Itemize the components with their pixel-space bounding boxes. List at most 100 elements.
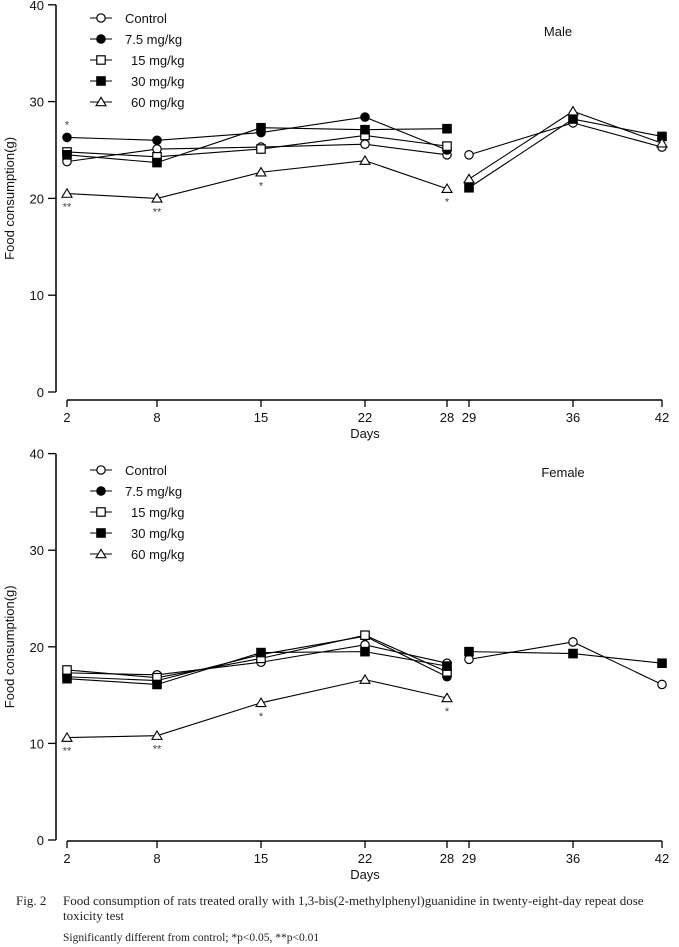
series-30-mg-kg [62,114,667,193]
significance-marker: * [445,706,450,718]
x-tick-label: 8 [153,410,160,425]
data-point [568,648,578,659]
data-point [152,135,162,146]
data-point [360,139,370,149]
data-point [657,658,667,669]
data-point [360,646,370,657]
data-point [359,154,371,165]
y-tick-label: 20 [30,640,44,655]
series-line [468,118,663,189]
data-point [151,729,163,740]
legend-label: 60 mg/kg [131,547,184,562]
y-axis-title: Food consumption(g) [2,137,17,260]
y-tick-label: 0 [37,385,44,400]
legend-label: 7.5 mg/kg [125,484,182,499]
legend-item: 7.5 mg/kg [90,32,182,47]
data-point [256,647,266,658]
legend-label: 30 mg/kg [131,74,184,89]
legend-marker [96,507,106,517]
legend-item: Control [90,11,167,26]
legend-marker [96,55,106,65]
data-point [62,132,72,143]
x-axis-title: Days [350,867,380,882]
legend: Control 7.5 mg/kg 15 mg/kg 30 mg/kg 60 mg/kg [90,11,184,110]
data-point [151,192,163,203]
data-point [464,182,474,193]
data-point [464,646,474,657]
y-tick-label: 30 [30,95,44,110]
legend-marker [95,548,107,559]
data-point [442,661,452,671]
legend-marker [96,13,106,23]
legend-label: 15 mg/kg [131,53,184,68]
data-point [255,166,267,177]
legend-label: Control [125,11,167,26]
significance-marker: * [259,180,264,192]
legend-item: Control [90,463,167,478]
x-tick-label: 29 [462,851,476,866]
x-tick-label: 15 [254,851,268,866]
x-axis-title: Days [350,426,380,441]
data-point [61,187,73,198]
x-tick-label: 2 [63,410,70,425]
legend-marker [96,528,106,538]
data-point [359,673,371,684]
data-point [62,150,72,160]
y-tick-label: 10 [30,288,44,303]
significance-marker: ** [63,746,72,758]
series-line [468,651,663,664]
data-point [256,122,266,133]
x-tick-label: 8 [153,851,160,866]
legend-item: 30 mg/kg [90,526,184,541]
legend-marker [95,96,107,107]
series-60-mg-kg [61,673,453,742]
legend-marker [96,76,106,86]
significance-note: Significantly different from control; *p… [63,932,320,944]
x-tick-label: 28 [440,410,454,425]
figure-number: Fig. 2 [16,893,47,908]
data-point [568,637,578,647]
caption-text: Food consumption of rats treated orally … [63,893,644,923]
data-point [152,157,162,168]
x-tick-label: 2 [63,851,70,866]
legend: Control 7.5 mg/kg 15 mg/kg 30 mg/kg 60 mg/kg [90,463,184,562]
panel-label: Female [541,465,584,480]
significance-marker: ** [153,744,162,756]
x-tick-label: 28 [440,851,454,866]
legend-label: 15 mg/kg [131,505,184,520]
significance-marker: * [259,711,264,723]
legend-item: 30 mg/kg [90,74,184,89]
series-15-mg-kg [62,130,452,162]
x-tick-label: 29 [462,410,476,425]
data-point [255,697,267,708]
data-point [568,114,578,124]
series-line [66,679,448,739]
legend-item: 15 mg/kg [90,505,184,520]
y-tick-label: 10 [30,736,44,751]
x-tick-label: 36 [566,851,580,866]
significance-marker: ** [153,206,162,218]
x-tick-label: 22 [358,410,372,425]
significance-marker: * [65,119,70,131]
x-tick-label: 36 [566,410,580,425]
legend-label: 30 mg/kg [131,526,184,541]
y-tick-label: 20 [30,191,44,206]
data-point [61,731,73,742]
legend-label: Control [125,463,167,478]
legend-item: 60 mg/kg [90,95,184,110]
legend-marker [96,486,106,496]
data-point [152,144,162,154]
series-line [468,641,663,685]
y-tick-label: 40 [30,0,44,13]
data-point [360,124,370,135]
legend-item: 60 mg/kg [90,547,184,562]
y-tick-label: 40 [30,447,44,462]
data-point [62,665,72,675]
series-30-mg-kg [62,646,667,690]
legend-marker [96,465,106,475]
data-point [464,150,474,160]
significance-marker: ** [63,202,72,214]
x-tick-label: 22 [358,851,372,866]
data-point [442,123,452,134]
